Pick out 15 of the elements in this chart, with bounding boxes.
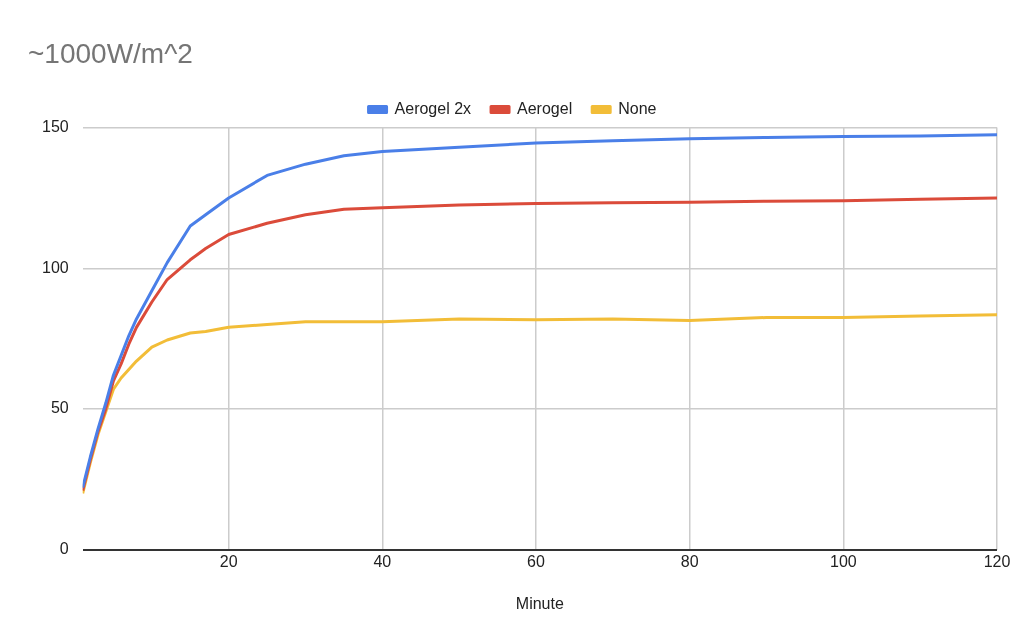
- x-tick-label: 100: [829, 552, 857, 570]
- x-tick-label: 120: [983, 552, 1011, 570]
- x-axis-title: Minute: [515, 594, 564, 612]
- chart-title: ~1000W/m^2: [28, 37, 193, 69]
- legend-label: None: [618, 100, 657, 118]
- x-tick-label: 60: [527, 552, 546, 570]
- legend-label: Aerogel: [517, 100, 573, 118]
- y-tick-label: 0: [59, 540, 69, 558]
- x-tick-label: 20: [219, 552, 238, 570]
- y-tick-label: 50: [50, 399, 69, 417]
- x-tick-label: 40: [373, 552, 392, 570]
- x-tick-label: 80: [680, 552, 699, 570]
- y-tick-label: 100: [41, 258, 69, 276]
- legend-label: Aerogel 2x: [394, 100, 472, 118]
- y-tick-label: 150: [41, 118, 69, 136]
